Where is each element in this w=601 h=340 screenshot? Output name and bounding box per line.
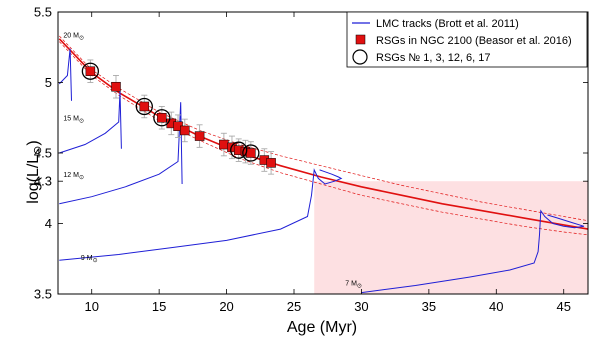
x-axis-title: Age (Myr) (287, 319, 357, 336)
mass-label-sun-3: ⊙ (93, 258, 98, 264)
track-7-msun (361, 209, 585, 294)
x-tick-label-1: 15 (152, 299, 166, 314)
mass-label-3: 9 M⊙ (81, 255, 98, 264)
rsg-highlight-circle-0 (81, 62, 100, 80)
x-tick-label-7: 45 (556, 299, 570, 314)
mass-label-2: 12 M⊙ (63, 172, 84, 181)
rsg-highlight-circle-3 (153, 109, 171, 127)
mass-label-sun-2: ⊙ (79, 175, 84, 181)
x-tick-label-6: 40 (489, 299, 503, 314)
legend-entry-rsgs: RSGs in NGC 2100 (Beasor et al. 2016) (376, 35, 572, 47)
legend-entry-tracks: LMC tracks (Brott et al. 2011) (376, 18, 519, 30)
mass-label-sun-4: ⊙ (357, 284, 362, 290)
legend-entry-circled: RSGs № 1, 3, 12, 6, 17 (376, 52, 491, 64)
mass-label-0: 20 M⊙ (63, 32, 84, 41)
y-tick-label-0: 3.5 (34, 287, 52, 302)
mass-label-sun-1: ⊙ (79, 119, 84, 125)
rsg-highlight-circle-12 (242, 144, 260, 162)
y-tick-label-5: 5.5 (34, 5, 52, 20)
fit-upper-line (59, 35, 589, 222)
legend-box (346, 11, 588, 68)
rsg-point-14 (266, 158, 276, 168)
rsg-point-6 (180, 125, 190, 136)
rsg-point-3 (157, 113, 167, 123)
x-tick-label-3: 25 (287, 299, 301, 314)
y-axis-title-main: log(L/L (25, 155, 42, 204)
rsg-point-7 (194, 131, 205, 141)
x-tick-label-5: 35 (422, 299, 436, 314)
legend: LMC tracks (Brott et al. 2011) RSGs in N… (346, 11, 588, 68)
track-20-msun (58, 48, 72, 101)
mass-label-sun-0: ⊙ (79, 35, 84, 41)
fit-center-line (58, 38, 589, 230)
rsg-point-2 (139, 101, 150, 112)
y-axis-title: log(L/L⊙) (25, 140, 44, 203)
highlight-circles (81, 62, 260, 162)
fit-lower-line (59, 41, 589, 236)
legend-square-marker (355, 34, 366, 45)
rsg-highlight-circle-2 (135, 97, 153, 116)
rsg-points (85, 66, 276, 168)
rsg-highlight-circle-10 (230, 141, 248, 159)
mass-label-value-3: 9 M (81, 255, 93, 262)
y-axis-title-sun: ⊙ (32, 146, 44, 155)
y-tick-label-4: 5 (45, 75, 52, 90)
y-tick-label-2: 4.3 (34, 174, 52, 189)
rsg-point-8 (219, 139, 229, 150)
evolutionary-tracks (58, 48, 585, 294)
track-15-msun (59, 90, 122, 154)
track-9-msun (59, 168, 343, 261)
x-tick-label-2: 20 (219, 299, 233, 314)
mass-label-value-2: 12 M (63, 172, 79, 179)
shaded-region-rect (314, 181, 588, 294)
mass-label-value-1: 15 M (63, 116, 79, 123)
x-tick-label-4: 30 (354, 299, 368, 314)
legend-circle-marker (352, 49, 368, 65)
x-tick-label-0: 10 (84, 299, 98, 314)
y-tick-label-1: 4 (45, 216, 52, 231)
rsg-point-1 (111, 81, 121, 92)
fit-lines (58, 35, 589, 236)
y-axis-title-close: ) (25, 140, 42, 145)
shaded-region (314, 181, 588, 294)
mass-label-value-4: 7 M (345, 281, 357, 288)
mass-label-1: 15 M⊙ (63, 116, 84, 125)
rsg-point-0 (85, 66, 96, 76)
mass-label-value-0: 20 M (63, 32, 79, 39)
mass-label-4: 7 M⊙ (345, 281, 362, 290)
y-tick-label-3: 4.5 (34, 146, 52, 161)
rsg-point-12 (246, 148, 256, 158)
track-12-msun (59, 102, 183, 205)
mass-labels: 20 M⊙15 M⊙12 M⊙9 M⊙7 M⊙ (63, 32, 362, 289)
